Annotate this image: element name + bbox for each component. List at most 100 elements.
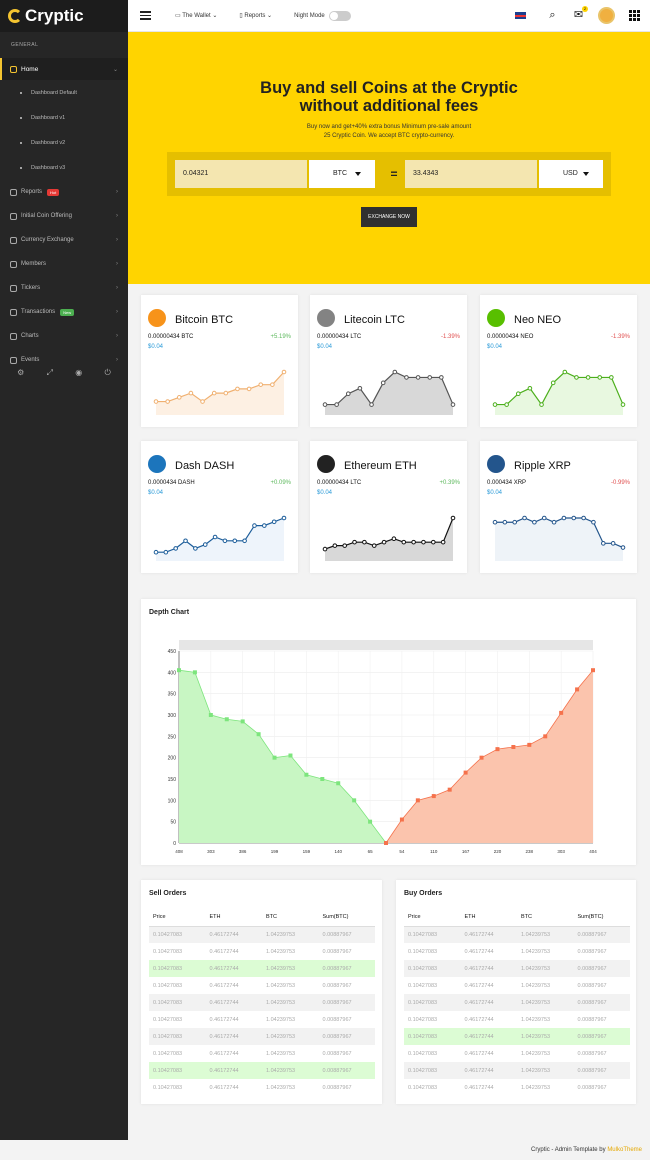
sparkline-point	[222, 538, 228, 544]
table-cell: 1.04239753	[262, 1028, 319, 1045]
column-header[interactable]: BTC	[262, 908, 319, 927]
coin-card[interactable]: Neo NEO 0.00000434 NEO $0.04 -1.39%	[480, 295, 637, 427]
table-cell: 0.10427083	[153, 948, 183, 955]
gear-icon[interactable]: ⚙	[17, 368, 25, 377]
column-header[interactable]: Sum(BTC)	[573, 908, 630, 927]
table-cell: 0.46172744	[209, 1016, 239, 1023]
footer-text: Cryptic - Admin Template by	[531, 1147, 606, 1153]
sidebar-item-reports[interactable]: Reports Hot ›	[0, 180, 128, 204]
table-row[interactable]: 0.10427083 0.46172744 1.04239753 0.00887967	[149, 977, 375, 994]
column-header[interactable]: ETH	[205, 908, 262, 927]
sparkline-point	[232, 538, 238, 544]
table-row[interactable]: 0.10427083 0.46172744 1.04239753 0.00887967	[149, 1079, 375, 1096]
exchange-now-button[interactable]: EXCHANGE NOW	[361, 207, 417, 227]
coin-sparkline	[492, 515, 626, 561]
from-currency-select[interactable]: BTC	[309, 160, 375, 188]
coin-change: +0.09%	[270, 480, 291, 486]
table-row[interactable]: 0.10427083 0.46172744 1.04239753 0.00887967	[404, 1079, 630, 1096]
coin-card[interactable]: Dash DASH 0.0000434 DASH $0.04 +0.09%	[141, 441, 298, 573]
table-row[interactable]: 0.10427083 0.46172744 1.04239753 0.00887967	[149, 1045, 375, 1062]
sidebar-subitem[interactable]: Dashboard v1	[0, 105, 128, 130]
coin-usd: $0.04	[148, 490, 164, 496]
x-tick-label: 140	[334, 849, 342, 854]
coin-card[interactable]: Ripple XRP 0.000434 XRP $0.04 -0.99%	[480, 441, 637, 573]
sidebar-item-currency-exchange[interactable]: Currency Exchange ›	[0, 228, 128, 252]
table-cell: 0.00887967	[322, 1050, 352, 1057]
table-cell: 1.04239753	[517, 994, 574, 1011]
table-cell: 0.00887967	[318, 960, 375, 977]
search-icon[interactable]: ⌕	[549, 9, 556, 21]
sidebar-item-transactions[interactable]: Transactions New ›	[0, 300, 128, 324]
sidebar-item-events[interactable]: Events ›	[0, 348, 128, 372]
logo-icon	[8, 9, 22, 23]
column-header[interactable]: BTC	[517, 908, 574, 927]
depth-point	[192, 670, 197, 675]
sidebar-subitem[interactable]: Dashboard Default	[0, 80, 128, 105]
power-icon[interactable]: ⏻	[104, 368, 111, 377]
column-header[interactable]: ETH	[460, 908, 517, 927]
sidebar-item-tickers[interactable]: Tickers ›	[0, 276, 128, 300]
coin-icon	[487, 455, 505, 473]
amount-input[interactable]: 0.04321	[175, 160, 307, 188]
table-cell: 1.04239753	[262, 926, 319, 943]
coin-card[interactable]: Ethereum ETH 0.00000434 LTC $0.04 +0.39%	[310, 441, 467, 573]
sparkline-point	[188, 390, 194, 396]
table-row[interactable]: 0.10427083 0.46172744 1.04239753 0.00887967	[404, 977, 630, 994]
table-row[interactable]: 0.10427083 0.46172744 1.04239753 0.00887967	[404, 960, 630, 977]
table-cell: 0.10427083	[149, 1062, 206, 1079]
menu-icon[interactable]	[140, 9, 151, 22]
sidebar-item-initial-coin-offering[interactable]: Initial Coin Offering ›	[0, 204, 128, 228]
table-row[interactable]: 0.10427083 0.46172744 1.04239753 0.00887967	[149, 926, 375, 943]
column-header[interactable]: Price	[149, 908, 206, 927]
sidebar-item-charts[interactable]: Charts ›	[0, 324, 128, 348]
logo[interactable]: Cryptic	[0, 0, 128, 32]
flag-icon[interactable]	[515, 12, 526, 19]
sparkline-point	[512, 519, 517, 525]
sidebar-item-members[interactable]: Members ›	[0, 252, 128, 276]
table-row[interactable]: 0.10427083 0.46172744 1.04239753 0.00887967	[149, 1028, 375, 1045]
coin-amount: 0.000434 XRP	[487, 480, 527, 486]
table-row[interactable]: 0.10427083 0.46172744 1.04239753 0.00887967	[149, 994, 375, 1011]
table-row[interactable]: 0.10427083 0.46172744 1.04239753 0.00887967	[404, 926, 630, 943]
table-cell: 0.00887967	[577, 982, 607, 989]
coin-card[interactable]: Litecoin LTC 0.00000434 LTC $0.04 -1.39%	[310, 295, 467, 427]
sidebar-item-home[interactable]: Home ⌄	[0, 58, 128, 80]
table-row[interactable]: 0.10427083 0.46172744 1.04239753 0.00887967	[404, 1062, 630, 1079]
mail-icon[interactable]: ✉ 2	[573, 6, 588, 21]
table-row[interactable]: 0.10427083 0.46172744 1.04239753 0.00887967	[149, 960, 375, 977]
footer-brand-link[interactable]: MulkoTheme	[607, 1147, 642, 1153]
table-row[interactable]: 0.10427083 0.46172744 1.04239753 0.00887967	[404, 1011, 630, 1028]
apps-grid-icon[interactable]	[629, 10, 640, 21]
table-row[interactable]: 0.10427083 0.46172744 1.04239753 0.00887967	[149, 1011, 375, 1028]
sparkline-point	[369, 402, 374, 407]
table-cell: 0.46172744	[209, 1050, 239, 1057]
chevron-down-icon: ⌄	[112, 66, 118, 73]
reports-dropdown[interactable]: ▯ Reports ⌄	[239, 13, 273, 19]
table-cell: 0.46172744	[464, 948, 494, 955]
coin-card[interactable]: Bitcoin BTC 0.00000434 BTC $0.04 +5.19%	[141, 295, 298, 427]
table-row[interactable]: 0.10427083 0.46172744 1.04239753 0.00887967	[404, 1045, 630, 1062]
depth-point	[256, 732, 261, 737]
eye-icon[interactable]: ◉	[75, 368, 83, 377]
y-tick-label: 250	[168, 734, 177, 740]
converted-input[interactable]: 33.4343	[405, 160, 537, 188]
table-row[interactable]: 0.10427083 0.46172744 1.04239753 0.00887967	[149, 1062, 375, 1079]
expand-icon[interactable]: ⤢	[46, 368, 53, 377]
table-cell: 0.10427083	[404, 1062, 461, 1079]
sparkline-point	[281, 515, 287, 521]
sidebar-subitem[interactable]: Dashboard v3	[0, 155, 128, 180]
table-cell: 0.46172744	[205, 1062, 262, 1079]
table-row[interactable]: 0.10427083 0.46172744 1.04239753 0.00887967	[404, 1028, 630, 1045]
column-header[interactable]: Sum(BTC)	[318, 908, 375, 927]
sidebar-subitem[interactable]: Dashboard v2	[0, 130, 128, 155]
table-row[interactable]: 0.10427083 0.46172744 1.04239753 0.00887967	[404, 943, 630, 960]
table-row[interactable]: 0.10427083 0.46172744 1.04239753 0.00887967	[404, 994, 630, 1011]
column-header[interactable]: Price	[404, 908, 461, 927]
wallet-dropdown[interactable]: ▭ The Wallet ⌄	[175, 13, 218, 19]
to-currency-select[interactable]: USD	[539, 160, 603, 188]
table-cell: 0.10427083	[404, 960, 461, 977]
avatar[interactable]	[598, 7, 615, 24]
night-mode-toggle[interactable]	[328, 10, 351, 21]
table-row[interactable]: 0.10427083 0.46172744 1.04239753 0.00887967	[149, 943, 375, 960]
table-cell: 0.46172744	[460, 926, 517, 943]
